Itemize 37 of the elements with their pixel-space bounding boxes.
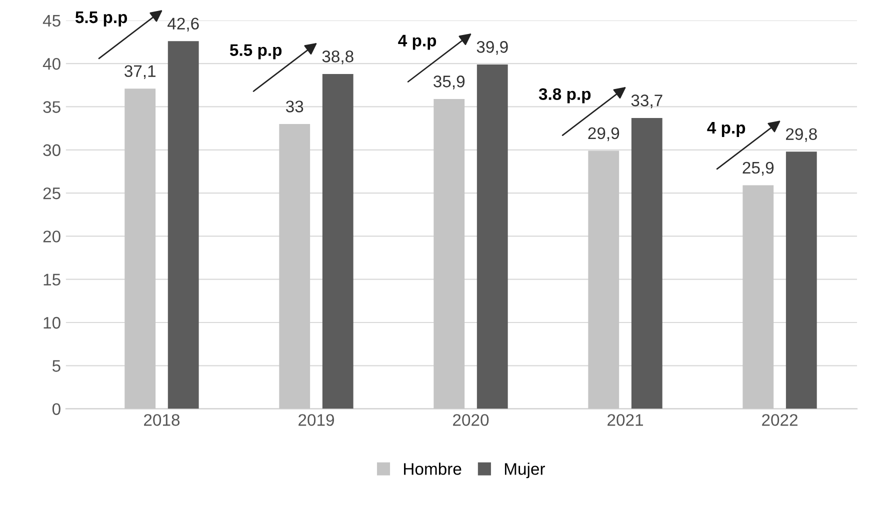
- data-label: 29,8: [786, 128, 817, 142]
- y-tick-label: 20: [43, 230, 60, 242]
- y-tick-label: 35: [43, 101, 60, 113]
- annotation: 3.8 p.p: [538, 88, 591, 104]
- x-tick-label: 2022: [762, 414, 798, 426]
- y-tick-label: 0: [52, 403, 60, 416]
- data-label: 39,9: [476, 41, 508, 55]
- data-label: 35,9: [434, 76, 465, 90]
- y-tick-label: 30: [43, 144, 60, 156]
- annotation: 5.5 p.p: [75, 12, 128, 26]
- data-label: 37,1: [124, 65, 156, 79]
- y-tick-label: 15: [44, 274, 60, 286]
- annotation: 5.5 p.p: [230, 44, 282, 60]
- x-tick-label: 2019: [298, 414, 334, 426]
- y-tick-label: 25: [43, 187, 60, 200]
- annotation: 4 p.p: [398, 34, 436, 50]
- annotation: 4 p.p: [707, 122, 746, 137]
- data-label: 25,9: [742, 162, 774, 176]
- bar: [168, 41, 199, 409]
- x-tick-label: 2018: [144, 414, 180, 426]
- y-tick-label: 45: [42, 15, 60, 27]
- data-label: 29,9: [588, 127, 620, 142]
- data-label: 42,6: [168, 18, 199, 32]
- bar: [786, 152, 817, 409]
- bar: [476, 64, 508, 409]
- bar: [631, 118, 662, 409]
- data-label: 33,7: [631, 94, 662, 108]
- y-tick-label: 10: [44, 316, 60, 329]
- x-tick-label: 2021: [608, 414, 643, 426]
- bar: [322, 74, 354, 409]
- legend-label: Mujer: [504, 462, 546, 478]
- data-label: 33: [286, 100, 304, 112]
- y-tick-label: 40: [42, 58, 60, 70]
- y-tick-label: 5: [52, 360, 60, 372]
- x-tick-label: 2020: [453, 414, 489, 426]
- data-label: 38,8: [322, 50, 354, 64]
- legend-label: Hombre: [404, 462, 462, 475]
